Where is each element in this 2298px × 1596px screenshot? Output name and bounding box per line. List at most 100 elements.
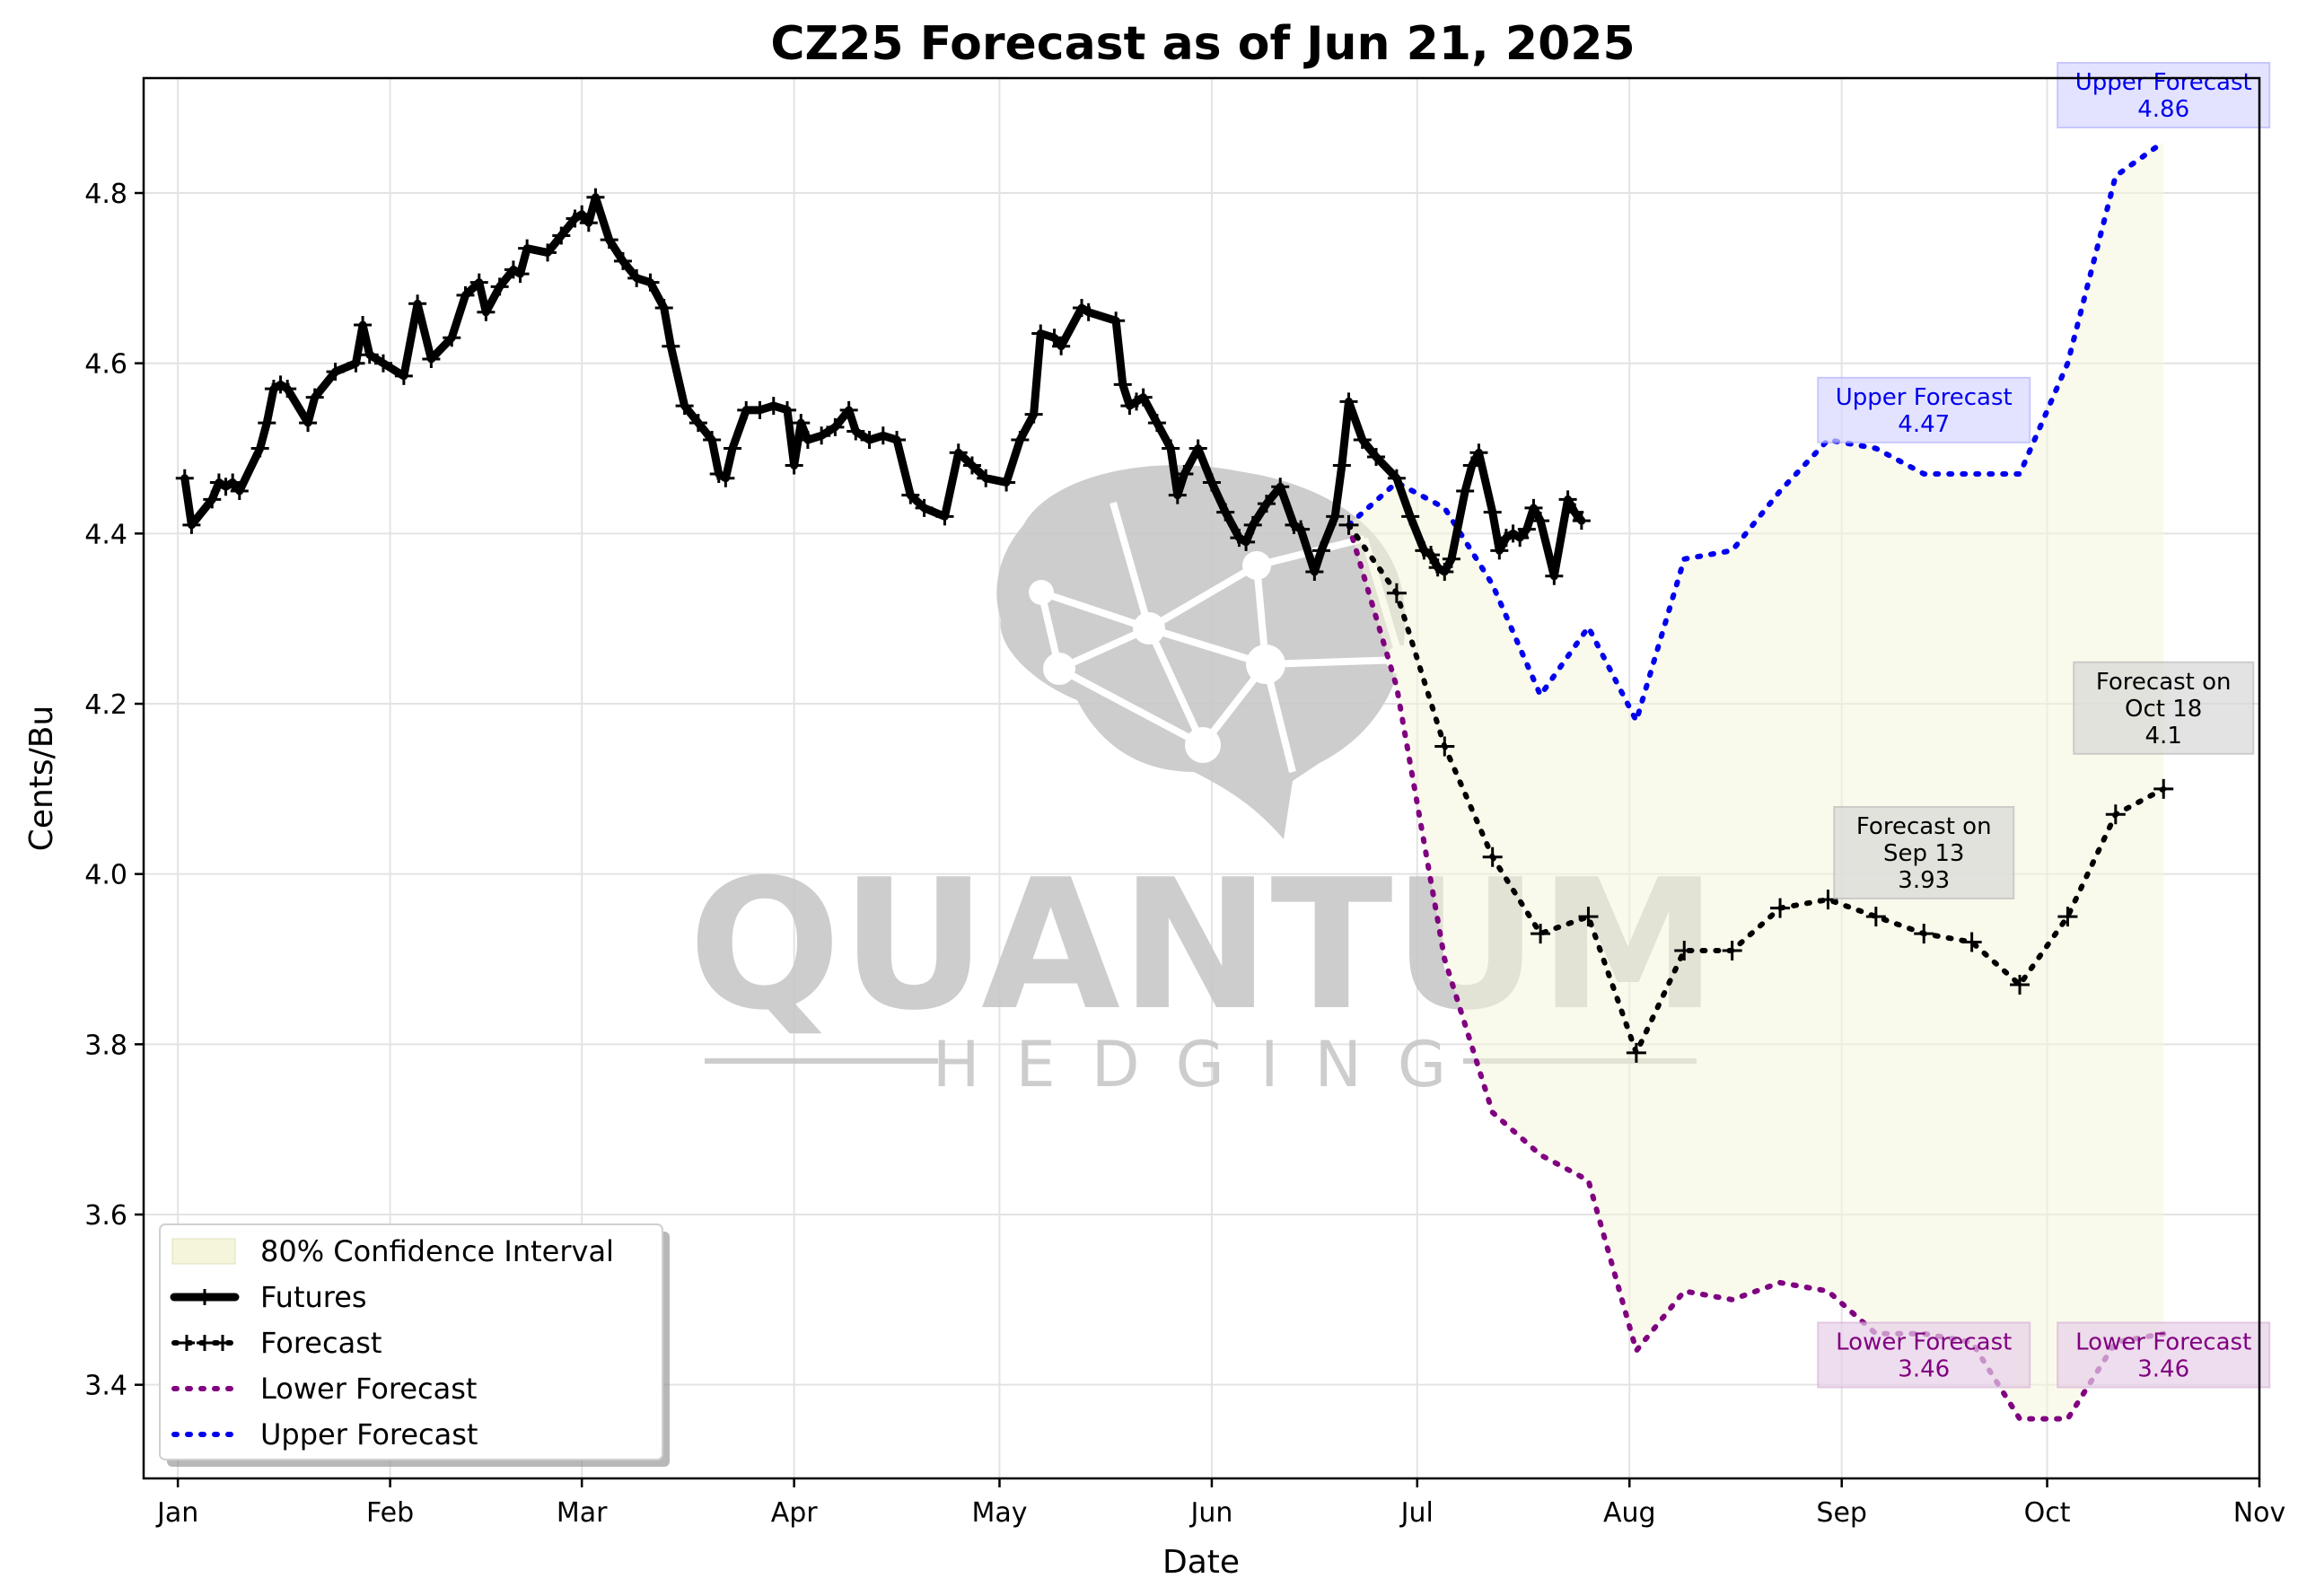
futures-series-point xyxy=(1490,541,1509,560)
y-axis-label: Cents/Bu xyxy=(23,706,60,852)
annotation-box-note xyxy=(2073,661,2255,755)
x-axis-label: Date xyxy=(1162,1544,1240,1581)
futures-series-point xyxy=(888,431,907,450)
forecast-series-point xyxy=(1482,846,1503,867)
legend-marker-futures xyxy=(197,1289,213,1305)
futures-series-point xyxy=(962,456,981,475)
futures-series-point xyxy=(812,426,831,445)
futures-series-point xyxy=(1442,549,1460,568)
futures-series-point xyxy=(750,400,769,419)
futures-series-point xyxy=(1011,431,1030,450)
forecast-series-point xyxy=(1386,583,1407,603)
annotation-text-note: 4.1 xyxy=(2145,723,2182,750)
futures-series-point xyxy=(949,443,968,462)
legend-marker-forecast xyxy=(197,1335,213,1351)
futures-series-point xyxy=(1162,439,1180,458)
futures-series-point xyxy=(182,515,201,534)
futures-series-point xyxy=(1107,311,1126,330)
futures-series-point xyxy=(1367,448,1386,467)
annotation-text-upper: Upper Forecast xyxy=(2075,69,2252,96)
y-tick-label: 4.2 xyxy=(84,689,127,721)
futures-series-point xyxy=(826,417,845,436)
annotation-text-lower: 3.46 xyxy=(2137,1355,2189,1382)
futures-series-point xyxy=(1524,498,1543,517)
futures-series-point xyxy=(1168,486,1187,504)
annotation-text-upper: Upper Forecast xyxy=(1836,384,2013,411)
futures-series-point xyxy=(798,431,817,450)
x-tick-label: Aug xyxy=(1603,1497,1656,1529)
futures-series-point xyxy=(1462,456,1481,475)
futures-series-point xyxy=(1435,563,1454,582)
futures-series-point xyxy=(422,349,441,368)
forecast-series-point xyxy=(2153,778,2174,799)
futures-series-point xyxy=(860,431,879,450)
legend-label-upper: Upper Forecast xyxy=(260,1417,478,1451)
annotation-text-lower: Lower Forecast xyxy=(1836,1329,2012,1355)
forecast-series-point xyxy=(2057,907,2078,927)
futures-series-point xyxy=(394,366,413,385)
forecast-series-point xyxy=(1578,907,1599,927)
legend-label-forecast: Forecast xyxy=(260,1326,382,1360)
futures-series-point xyxy=(579,214,598,232)
futures-series-point xyxy=(1305,563,1324,582)
futures-series-point xyxy=(915,498,934,517)
futures-series-point xyxy=(360,346,379,364)
futures-series-point xyxy=(278,380,297,399)
futures-series-point xyxy=(250,439,269,458)
futures-series-point xyxy=(778,400,797,419)
x-tick-label: May xyxy=(971,1497,1027,1529)
legend-marker-forecast xyxy=(215,1335,231,1351)
futures-series-point xyxy=(518,239,537,258)
futures-series-point xyxy=(552,226,571,245)
axes: Jan Feb Mar Apr May Jun Jul Aug Sep Oct Nov 3.4 3.6 3… xyxy=(84,179,2285,1529)
futures-series-point xyxy=(175,469,194,487)
futures-series-point xyxy=(326,363,345,381)
legend-swatch-band xyxy=(171,1238,236,1265)
forecast-series-point xyxy=(1961,932,1982,952)
y-tick-label: 4.0 xyxy=(84,860,127,891)
plot-area xyxy=(175,139,2174,1422)
futures-series-point xyxy=(354,316,373,335)
futures-series-point xyxy=(1311,541,1330,560)
x-tick-label: Jul xyxy=(1399,1497,1434,1529)
futures-series-point xyxy=(873,426,892,445)
futures-series-point xyxy=(846,422,865,441)
annotation-text-upper: 4.47 xyxy=(1898,411,1950,438)
forecast-series-point xyxy=(1722,941,1742,961)
y-tick-label: 4.8 xyxy=(84,179,127,210)
futures-series-point xyxy=(203,490,222,509)
futures-series-point xyxy=(935,507,954,526)
futures-series-point xyxy=(1545,566,1564,585)
futures-series-point xyxy=(408,294,427,313)
futures-series-point xyxy=(469,273,488,292)
futures-series xyxy=(180,193,1586,581)
futures-series-point xyxy=(1558,490,1577,509)
legend-label-band: 80% Confidence Interval xyxy=(260,1234,614,1268)
futures-series-point xyxy=(1469,443,1488,462)
futures-series-point xyxy=(901,486,920,504)
futures-series-point xyxy=(764,397,783,416)
legend-label-futures: Futures xyxy=(260,1280,367,1314)
futures-series-point xyxy=(1216,503,1235,522)
x-tick-label: Jun xyxy=(1189,1497,1233,1529)
forecast-series-point xyxy=(1818,890,1838,910)
annotation-box-lower xyxy=(1817,1321,2031,1389)
forecast-series-point xyxy=(1770,898,1791,918)
annotation-text-note: Forecast on xyxy=(1856,813,1992,840)
futures-series-point xyxy=(1271,478,1290,496)
forecast-series-point xyxy=(1626,1042,1646,1063)
futures-series-point xyxy=(1188,439,1207,458)
y-tick-label: 4.6 xyxy=(84,349,127,381)
futures-series-point xyxy=(1332,456,1351,475)
futures-series-point xyxy=(675,397,694,416)
annotation-box-lower xyxy=(2057,1321,2271,1389)
futures-series-point xyxy=(839,400,858,419)
futures-series-point xyxy=(997,473,1016,492)
futures-series-point xyxy=(1401,507,1420,526)
futures-series-point xyxy=(1079,303,1098,321)
futures-series-point xyxy=(586,188,605,206)
futures-series-point xyxy=(1147,414,1166,433)
futures-series-point xyxy=(703,431,722,450)
